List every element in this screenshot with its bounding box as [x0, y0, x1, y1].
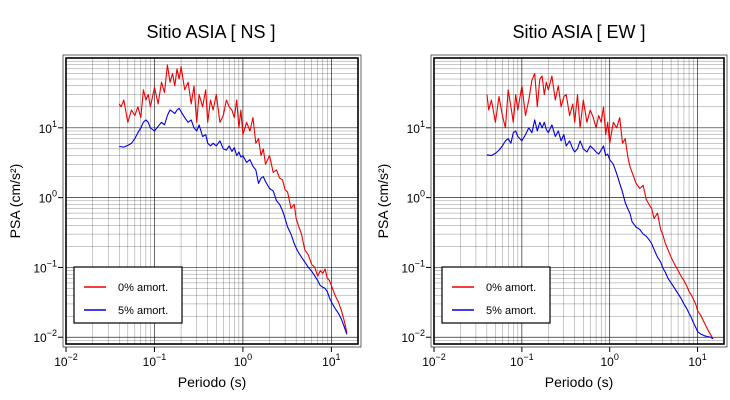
- x-tick-label: 100: [234, 352, 252, 369]
- chart-panel-ew: 10−2 10−1 100 101 10−2 10−1 100 101 Sitio ASIA […: [375, 22, 728, 390]
- x-tick-label: 10−1: [510, 352, 534, 369]
- y-axis-label: PSA (cm/s²): [7, 164, 23, 239]
- y-axis-label: PSA (cm/s²): [375, 164, 391, 239]
- y-tick-label: 10−2: [33, 328, 57, 345]
- chart-title: Sitio ASIA [ EW ]: [512, 22, 645, 42]
- legend-box: [73, 266, 183, 324]
- series-line-0: [486, 72, 714, 340]
- x-tick-label: 10−2: [54, 352, 78, 369]
- x-axis-label: Periodo (s): [178, 374, 246, 390]
- legend-label: 0% amort.: [486, 282, 536, 294]
- plot-frame-outer: [430, 54, 728, 348]
- plot-frame-outer: [62, 54, 362, 348]
- legend-box: [441, 266, 551, 324]
- plot-frame: [65, 57, 359, 345]
- y-tick-label: 10−1: [33, 258, 57, 275]
- x-tick-label: 10−1: [143, 352, 167, 369]
- y-tick-label: 100: [407, 189, 425, 206]
- legend-label: 5% amort.: [486, 305, 536, 317]
- y-tick-label: 100: [39, 189, 57, 206]
- x-tick-label: 100: [601, 352, 619, 369]
- x-tick-label: 101: [322, 352, 340, 369]
- y-tick-label: 10−2: [401, 328, 425, 345]
- legend: 0% amort. 5% amort.: [441, 266, 551, 324]
- y-tick-label: 101: [39, 119, 57, 136]
- y-tick-label: 10−1: [401, 258, 425, 275]
- chart-title: Sitio ASIA [ NS ]: [146, 22, 275, 42]
- legend-label: 5% amort.: [118, 305, 168, 317]
- grid: [433, 57, 725, 345]
- x-axis-label: Periodo (s): [545, 374, 613, 390]
- plot-frame: [433, 57, 725, 345]
- legend: 0% amort. 5% amort.: [73, 266, 183, 324]
- x-tick-label: 10−2: [422, 352, 446, 369]
- series-line-1: [486, 119, 714, 340]
- series-line-0: [118, 64, 348, 334]
- chart-panel-ns: 10−2 10−1 100 101 10−2 10−1 100 101 Sitio ASIA […: [7, 22, 362, 390]
- series-line-1: [119, 107, 348, 335]
- y-tick-label: 101: [407, 119, 425, 136]
- legend-label: 0% amort.: [118, 282, 168, 294]
- x-tick-label: 101: [688, 352, 706, 369]
